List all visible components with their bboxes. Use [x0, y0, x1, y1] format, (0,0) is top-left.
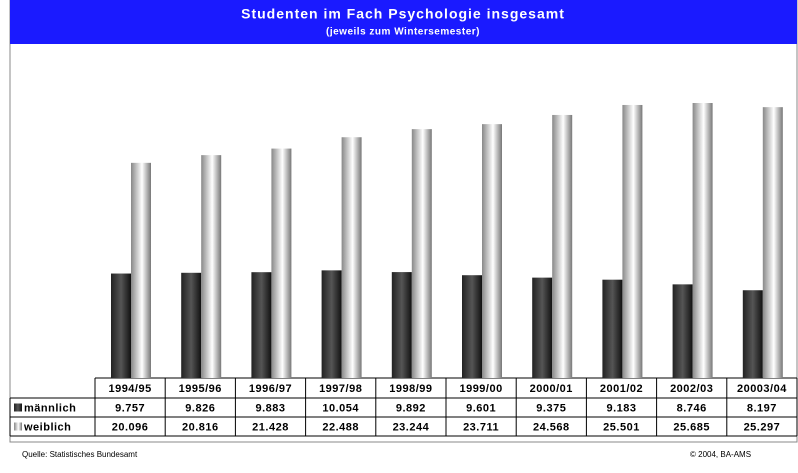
bar — [201, 155, 222, 378]
value-label: 9.183 — [606, 402, 636, 414]
value-label: 20.816 — [182, 421, 219, 433]
value-label: 20.096 — [112, 421, 149, 433]
bar — [762, 107, 783, 378]
value-label: 23.711 — [463, 421, 499, 433]
value-label: 25.297 — [744, 421, 781, 433]
category-label: 1996/97 — [249, 383, 292, 395]
value-label: 21.428 — [252, 421, 289, 433]
bar — [111, 273, 131, 378]
title-bar — [10, 0, 797, 44]
bar — [251, 272, 272, 378]
category-label: 1994/95 — [108, 383, 151, 395]
legend-swatch — [14, 403, 22, 412]
credit: © 2004, BA-AMS — [690, 450, 751, 459]
bar — [622, 104, 643, 378]
bar — [532, 277, 553, 378]
category-label: 1997/98 — [319, 383, 362, 395]
category-label: 2002/03 — [670, 383, 713, 395]
value-label: 9.757 — [115, 402, 145, 414]
bar — [271, 148, 292, 378]
category-label: 2001/02 — [600, 383, 643, 395]
value-label: 10.054 — [322, 402, 359, 414]
category-label: 2000/01 — [530, 383, 573, 395]
bar — [602, 279, 623, 378]
bar — [131, 162, 151, 378]
bar — [181, 272, 202, 378]
value-label: 23.244 — [393, 421, 430, 433]
bar — [321, 270, 342, 378]
frame — [9, 0, 798, 443]
legend-label: weiblich — [23, 421, 71, 433]
value-label: 25.685 — [673, 421, 710, 433]
category-label: 1995/96 — [179, 383, 222, 395]
category-label: 1998/99 — [389, 383, 432, 395]
bar — [341, 137, 362, 378]
category-label: 1999/00 — [459, 383, 502, 395]
chart-title: Studenten im Fach Psychologie insgesamt — [241, 6, 565, 22]
value-label: 22.488 — [322, 421, 359, 433]
bar — [462, 275, 482, 378]
category-label: 20003/04 — [737, 383, 787, 395]
chart-subtitle: (jeweils zum Wintersemester) — [326, 27, 480, 38]
legend-label: männlich — [24, 402, 76, 414]
bar — [482, 124, 502, 378]
value-label: 9.601 — [466, 402, 496, 414]
value-label: 9.826 — [185, 402, 215, 414]
source: Quelle: Statistisches Bundesamt — [22, 450, 138, 459]
value-label: 8.746 — [677, 402, 707, 414]
bar — [411, 129, 432, 378]
bar — [391, 272, 412, 378]
value-label: 9.892 — [396, 402, 426, 414]
bar — [672, 284, 693, 378]
bar — [692, 103, 713, 378]
legend-swatch — [14, 422, 22, 431]
bar — [742, 290, 763, 378]
value-label: 8.197 — [747, 402, 777, 414]
value-label: 25.501 — [603, 421, 640, 433]
bar — [552, 114, 573, 378]
value-label: 24.568 — [533, 421, 570, 433]
value-label: 9.375 — [536, 402, 566, 414]
value-label: 9.883 — [255, 402, 285, 414]
